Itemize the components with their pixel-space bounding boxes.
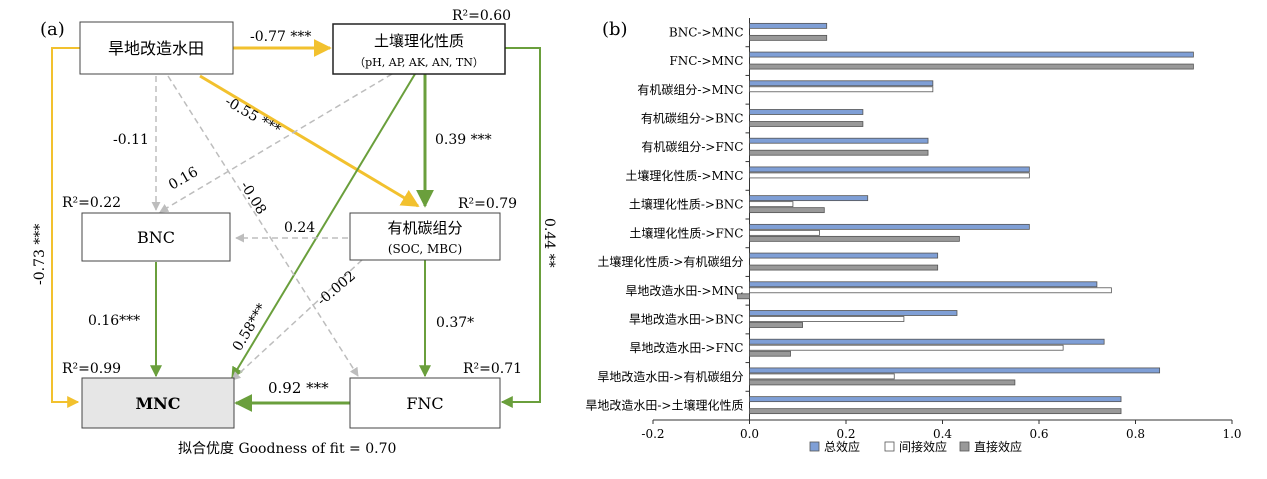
bar-indirect — [750, 345, 1064, 350]
node-mnc-r2: R²=0.99 — [62, 361, 121, 377]
coef-dry-fnc: -0.08 — [237, 179, 270, 218]
bar-direct — [737, 294, 749, 299]
category-label: 有机碳组分->FNC — [641, 140, 743, 154]
arrow-dry-mnc — [52, 48, 80, 402]
category-label: 土壤理化性质->BNC — [629, 197, 744, 212]
bar-total — [750, 339, 1105, 344]
node-carbon-label: 有机碳组分 — [387, 219, 462, 237]
chart-legend: 总效应 间接效应 直接效应 — [810, 439, 1022, 454]
coef-carbon-fnc: 0.37* — [436, 315, 474, 331]
x-tick-label: 0.6 — [1029, 427, 1048, 441]
coef-carbon-bnc: 0.24 — [284, 220, 315, 236]
effects-bar-chart: (b) -0.2 0.0 0.2 0.4 0.6 0.8 1.0 BNC->MNC FNC->M… — [560, 0, 1267, 475]
node-soil-label: 土壤理化性质 — [374, 32, 464, 50]
category-label: 旱地改造水田->FNC — [629, 341, 743, 355]
x-tick-label: 1.0 — [1222, 427, 1241, 441]
bar-total — [750, 311, 957, 316]
bar-direct — [750, 208, 825, 213]
bar-indirect — [750, 173, 1030, 178]
bar-total — [750, 52, 1194, 57]
bar-direct — [750, 122, 863, 127]
coef-dry-soil: -0.77 *** — [250, 29, 311, 45]
arrow-soil-bnc — [160, 74, 392, 212]
node-carbon-sublabel: (SOC, MBC) — [388, 242, 462, 256]
coef-bnc-mnc: 0.16*** — [88, 313, 140, 329]
node-bnc-label: BNC — [137, 228, 175, 247]
category-label: 有机碳组分->MNC — [637, 83, 743, 97]
bar-direct — [750, 64, 1194, 69]
bar-total — [750, 81, 933, 86]
x-tick-label: -0.2 — [641, 427, 664, 441]
bar-direct — [750, 35, 827, 40]
bar-direct — [750, 150, 929, 155]
bar-direct — [750, 323, 803, 328]
category-label: FNC->MNC — [669, 54, 743, 68]
legend-label: 总效应 — [824, 439, 860, 454]
bar-total — [750, 110, 863, 115]
bar-total — [750, 138, 929, 143]
coef-dry-carbon: -0.55 *** — [222, 94, 283, 139]
bar-indirect — [750, 87, 933, 92]
coef-soil-carbon: 0.39 *** — [435, 132, 492, 148]
legend-label: 间接效应 — [899, 439, 947, 454]
chart-plot-area: -0.2 0.0 0.2 0.4 0.6 0.8 1.0 BNC->MNC FNC->MNC 有机… — [585, 18, 1241, 441]
bar-direct — [750, 409, 1122, 414]
bar-total — [750, 167, 1030, 172]
node-fnc-label: FNC — [406, 394, 443, 413]
category-label: 旱地改造水田->土壤理化性质 — [585, 398, 743, 413]
node-carbon-r2: R²=0.79 — [458, 196, 517, 212]
category-label: 旱地改造水田->BNC — [629, 313, 744, 327]
bar-indirect — [750, 374, 895, 379]
bar-total — [750, 196, 868, 201]
coef-dry-mnc: -0.73 *** — [32, 224, 48, 285]
bar-indirect — [750, 288, 1112, 293]
node-mnc-label: MNC — [135, 394, 180, 413]
coef-soil-fnc: 0.44 ** — [541, 218, 557, 268]
legend-swatch — [960, 442, 969, 451]
node-dryland-label: 旱地改造水田 — [108, 39, 204, 58]
bar-total — [750, 253, 938, 258]
category-label: 旱地改造水田->有机碳组分 — [597, 370, 743, 384]
bar-indirect — [750, 317, 904, 322]
coef-soil-mnc: 0.58*** — [230, 301, 271, 354]
goodness-of-fit: 拟合优度 Goodness of fit = 0.70 — [178, 441, 396, 457]
legend-swatch — [885, 442, 894, 451]
x-tick-label: 0.4 — [933, 427, 952, 441]
bar-total — [750, 397, 1122, 402]
category-label: 有机碳组分->BNC — [641, 112, 744, 126]
bar-direct — [750, 236, 960, 241]
bar-total — [750, 23, 827, 28]
category-label: 旱地改造水田->MNC — [625, 284, 743, 298]
category-label: 土壤理化性质->有机碳组分 — [597, 254, 743, 269]
bar-direct — [750, 265, 938, 270]
legend-swatch — [810, 442, 819, 451]
coef-soil-bnc: 0.16 — [166, 164, 201, 193]
bar-total — [750, 368, 1160, 373]
node-fnc-r2: R²=0.71 — [463, 361, 522, 377]
bar-direct — [750, 351, 791, 356]
bar-total — [750, 282, 1097, 287]
coef-carbon-mnc: -0.002 — [314, 268, 359, 309]
bar-indirect — [750, 230, 820, 235]
category-label: 土壤理化性质->FNC — [629, 225, 743, 240]
sem-path-diagram: (a) 旱地改造水田 土壤理化性质 （pH, AP, AK, AN, TN） R… — [0, 0, 560, 475]
arrow-soil-fnc — [502, 48, 540, 402]
panel-a-label: (a) — [40, 19, 65, 40]
coef-fnc-mnc: 0.92 *** — [268, 379, 329, 397]
category-label: BNC->MNC — [669, 25, 744, 39]
x-tick-label: 0.2 — [836, 427, 855, 441]
coef-dry-bnc: -0.11 — [113, 132, 149, 148]
legend-label: 直接效应 — [974, 439, 1022, 454]
node-soil-r2: R²=0.60 — [452, 8, 511, 24]
bar-indirect — [750, 202, 793, 207]
panel-b-label: (b) — [602, 19, 628, 40]
bar-direct — [750, 380, 1015, 385]
x-tick-label: 0.0 — [740, 427, 759, 441]
node-bnc-r2: R²=0.22 — [62, 195, 121, 211]
x-tick-label: 0.8 — [1126, 427, 1145, 441]
node-soil-sublabel: （pH, AP, AK, AN, TN） — [354, 56, 484, 69]
bar-total — [750, 224, 1030, 229]
category-label: 土壤理化性质->MNC — [625, 168, 743, 183]
